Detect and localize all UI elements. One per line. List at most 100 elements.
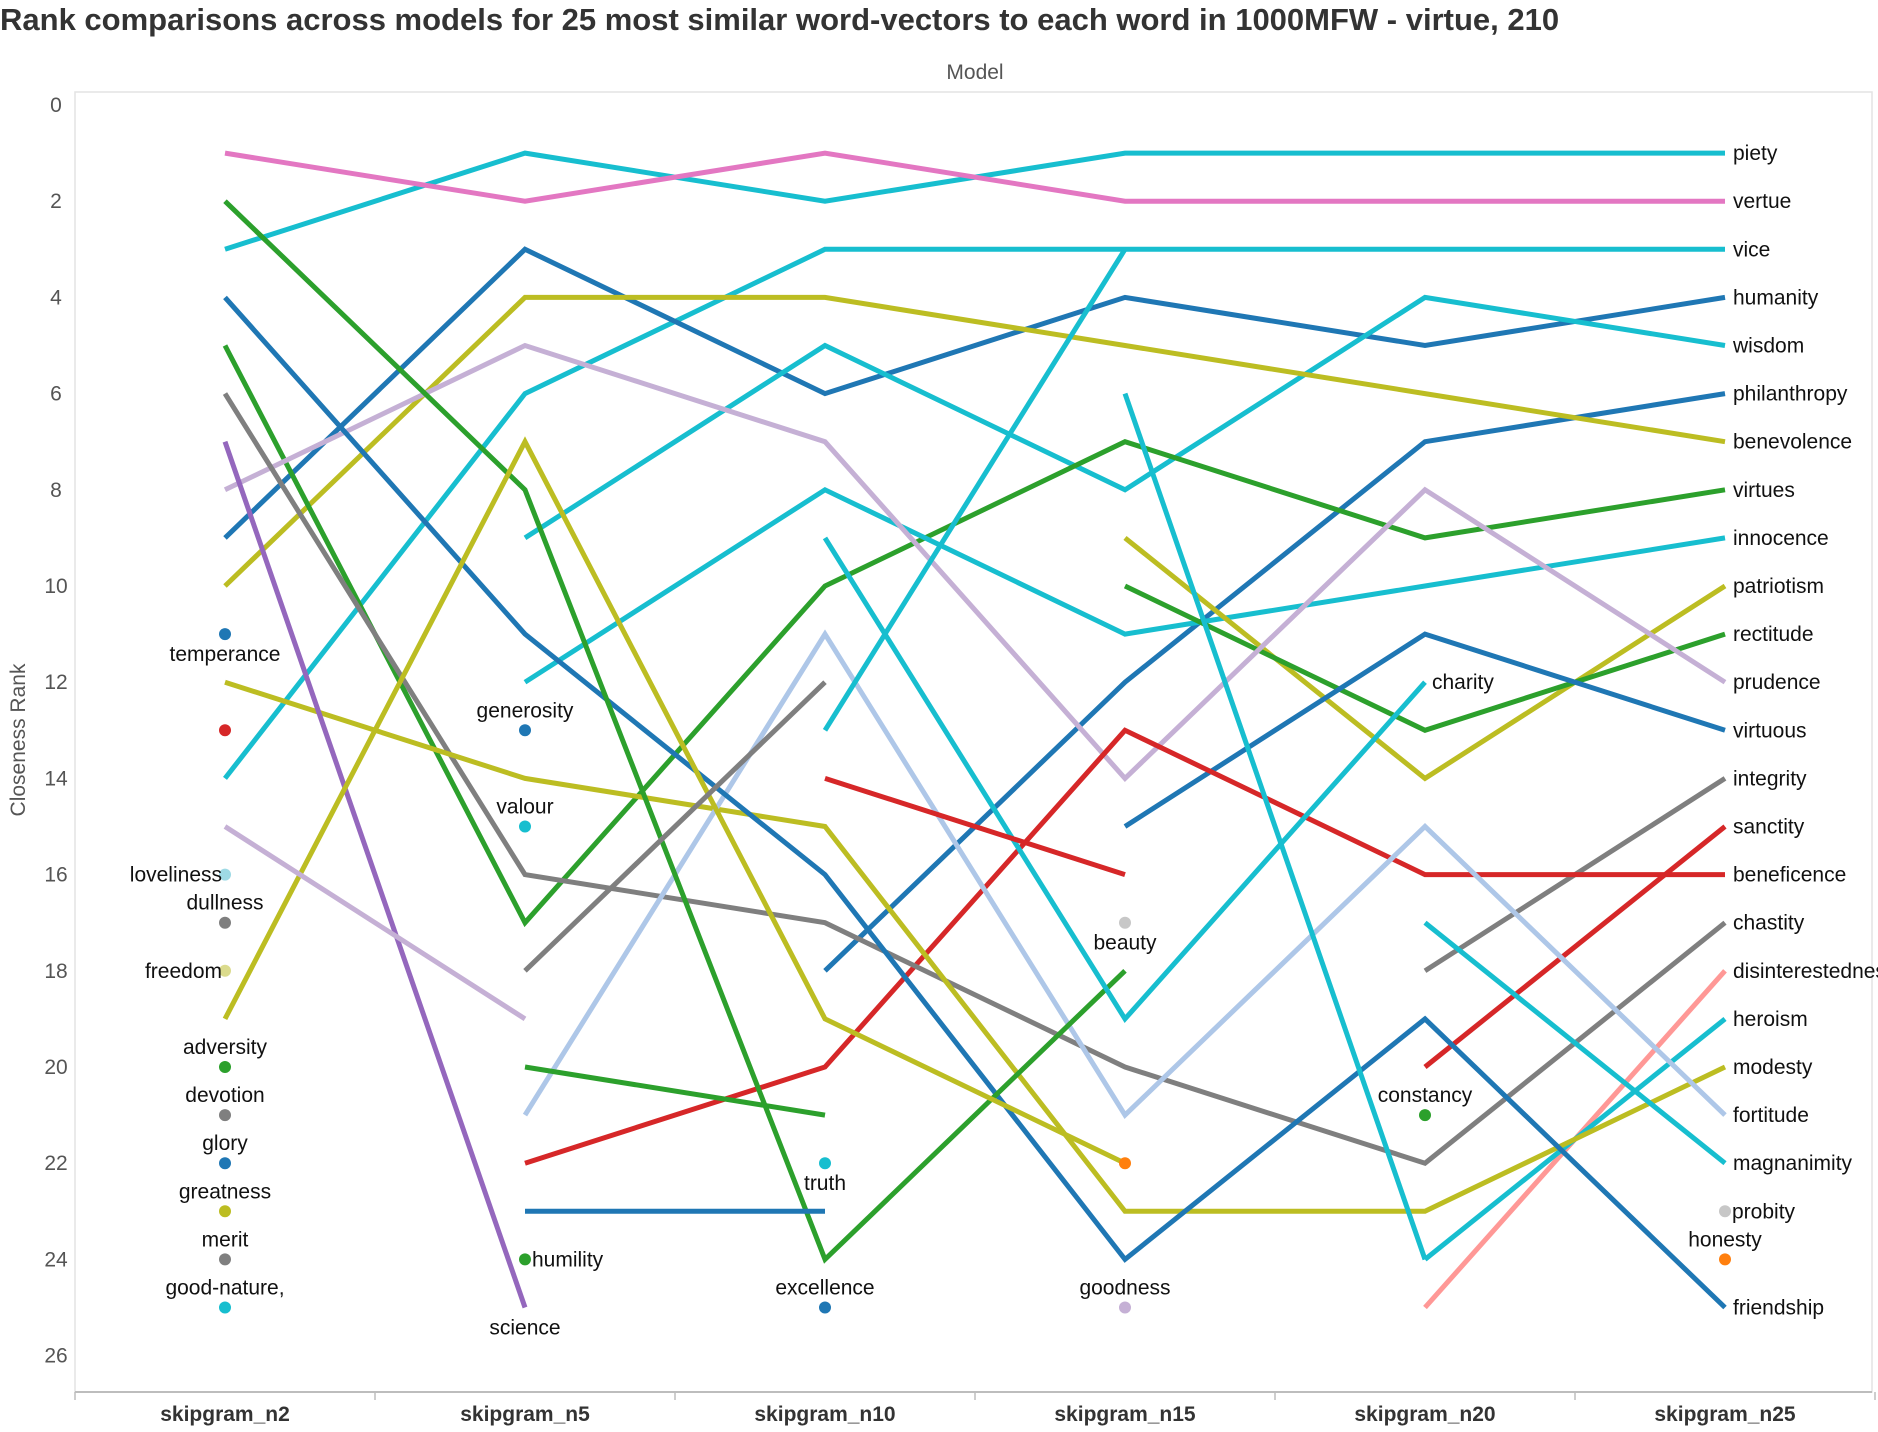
point-label: excellence [775,1277,874,1300]
point-label: adversity [183,1036,268,1059]
series-line [523,680,827,973]
point-dot [1719,1253,1731,1266]
series-end-label: philanthropy [1733,383,1848,406]
point-dot [219,1109,231,1122]
series-line [224,679,1727,1214]
series-end-label: wisdom [1732,335,1804,358]
series-end-label: virtues [1733,479,1795,502]
y-tick-label: 2 [50,190,62,213]
point-label: freedom [145,960,222,983]
point-dot [519,1253,531,1266]
point-label: science [489,1317,560,1340]
point-labels: temperance loveliness dullness freedom adver… [130,628,1796,1340]
y-tick-label: 24 [44,1248,68,1271]
point-label: merit [202,1228,249,1251]
series-end-label: disinterestedness [1733,960,1878,983]
point-label: valour [496,796,553,819]
point-label: constancy [1378,1084,1473,1107]
series-line [222,440,528,1309]
point-label: probity [1732,1200,1796,1223]
series-end-label: fortitude [1733,1104,1809,1127]
series-line [822,536,1427,1024]
x-axis-title: Model [946,61,1003,84]
point-dot [519,820,531,833]
point-dot [219,1253,231,1266]
point-dot [219,724,231,737]
point-dot [1719,1205,1731,1218]
x-category-label: skipgram_n15 [1054,1403,1196,1426]
x-category-label: skipgram_n20 [1354,1403,1495,1426]
series-end-label: integrity [1733,767,1807,790]
series-line [222,392,1727,1166]
series-end-label: vice [1733,238,1770,261]
point-dot [219,1157,231,1170]
series-end-label: beneficence [1733,864,1846,887]
point-label: goodness [1079,1277,1170,1300]
series-line [1423,920,1727,1166]
point-label: temperance [170,643,281,666]
y-axis-title: Closeness Rank [7,663,30,816]
series-line [222,436,1127,1166]
y-tick-label: 8 [50,479,62,502]
series-end-label: humanity [1733,286,1819,309]
series-end-label: sanctity [1733,816,1805,839]
point-dot [519,724,531,737]
point-label: greatness [179,1180,271,1203]
point-label: generosity [477,699,574,722]
series-end-label: rectitude [1733,623,1814,646]
point-label: glory [202,1132,248,1155]
point-label: loveliness [130,864,222,887]
series-end-label: chastity [1733,912,1805,935]
point-dot [1119,1157,1131,1170]
series-lines [222,150,1727,1310]
y-tick-label: 4 [50,286,62,309]
series-labels: piety vertue vice humanity wisdom philanthrop… [1732,142,1878,1319]
series-line [1123,631,1726,829]
series-line [223,342,1727,783]
series-line [523,486,1726,685]
x-category-label: skipgram_n25 [1654,1403,1796,1426]
series-end-label: modesty [1733,1056,1813,1079]
series-line [524,1064,826,1118]
y-tick-label: 20 [44,1056,67,1079]
y-tick-label: 14 [44,767,68,790]
series-end-label: heroism [1733,1008,1808,1031]
point-dot [1419,1109,1431,1122]
point-label: charity [1432,671,1494,694]
point-label: beauty [1093,932,1157,955]
point-dot [219,1205,231,1218]
point-label: good-nature, [165,1277,284,1300]
chart-title: Rank comparisons across models for 25 mo… [0,2,1560,37]
point-label: devotion [185,1084,264,1107]
y-tick-label: 12 [44,671,67,694]
x-category-label: skipgram_n10 [754,1403,895,1426]
series-end-label: magnanimity [1733,1152,1853,1175]
series-line [1123,583,1726,733]
point-dot [819,1301,831,1314]
series-line [1122,392,1428,1261]
point-dot [219,1061,231,1073]
x-category-label: skipgram_n5 [460,1403,590,1426]
series-end-label: piety [1733,142,1778,165]
series-end-label: innocence [1733,527,1829,550]
series-line [823,391,1726,973]
point-dot [219,916,231,929]
y-tick-label: 22 [44,1152,67,1175]
series-end-label: prudence [1733,671,1821,694]
point-dot [219,868,231,881]
point-dot [219,964,231,977]
series-end-label: virtuous [1733,719,1807,742]
series-line [223,294,1726,588]
y-tick-label: 26 [44,1345,67,1368]
series-line [1123,535,1727,782]
series-line [824,776,1126,877]
y-tick-label: 6 [50,383,62,406]
series-line [223,246,1726,540]
point-label: humility [532,1248,604,1271]
x-category-label: skipgram_n2 [160,1403,290,1426]
plot-frame [74,91,1873,1393]
series-end-label: friendship [1733,1297,1824,1320]
point-label: truth [804,1172,846,1195]
